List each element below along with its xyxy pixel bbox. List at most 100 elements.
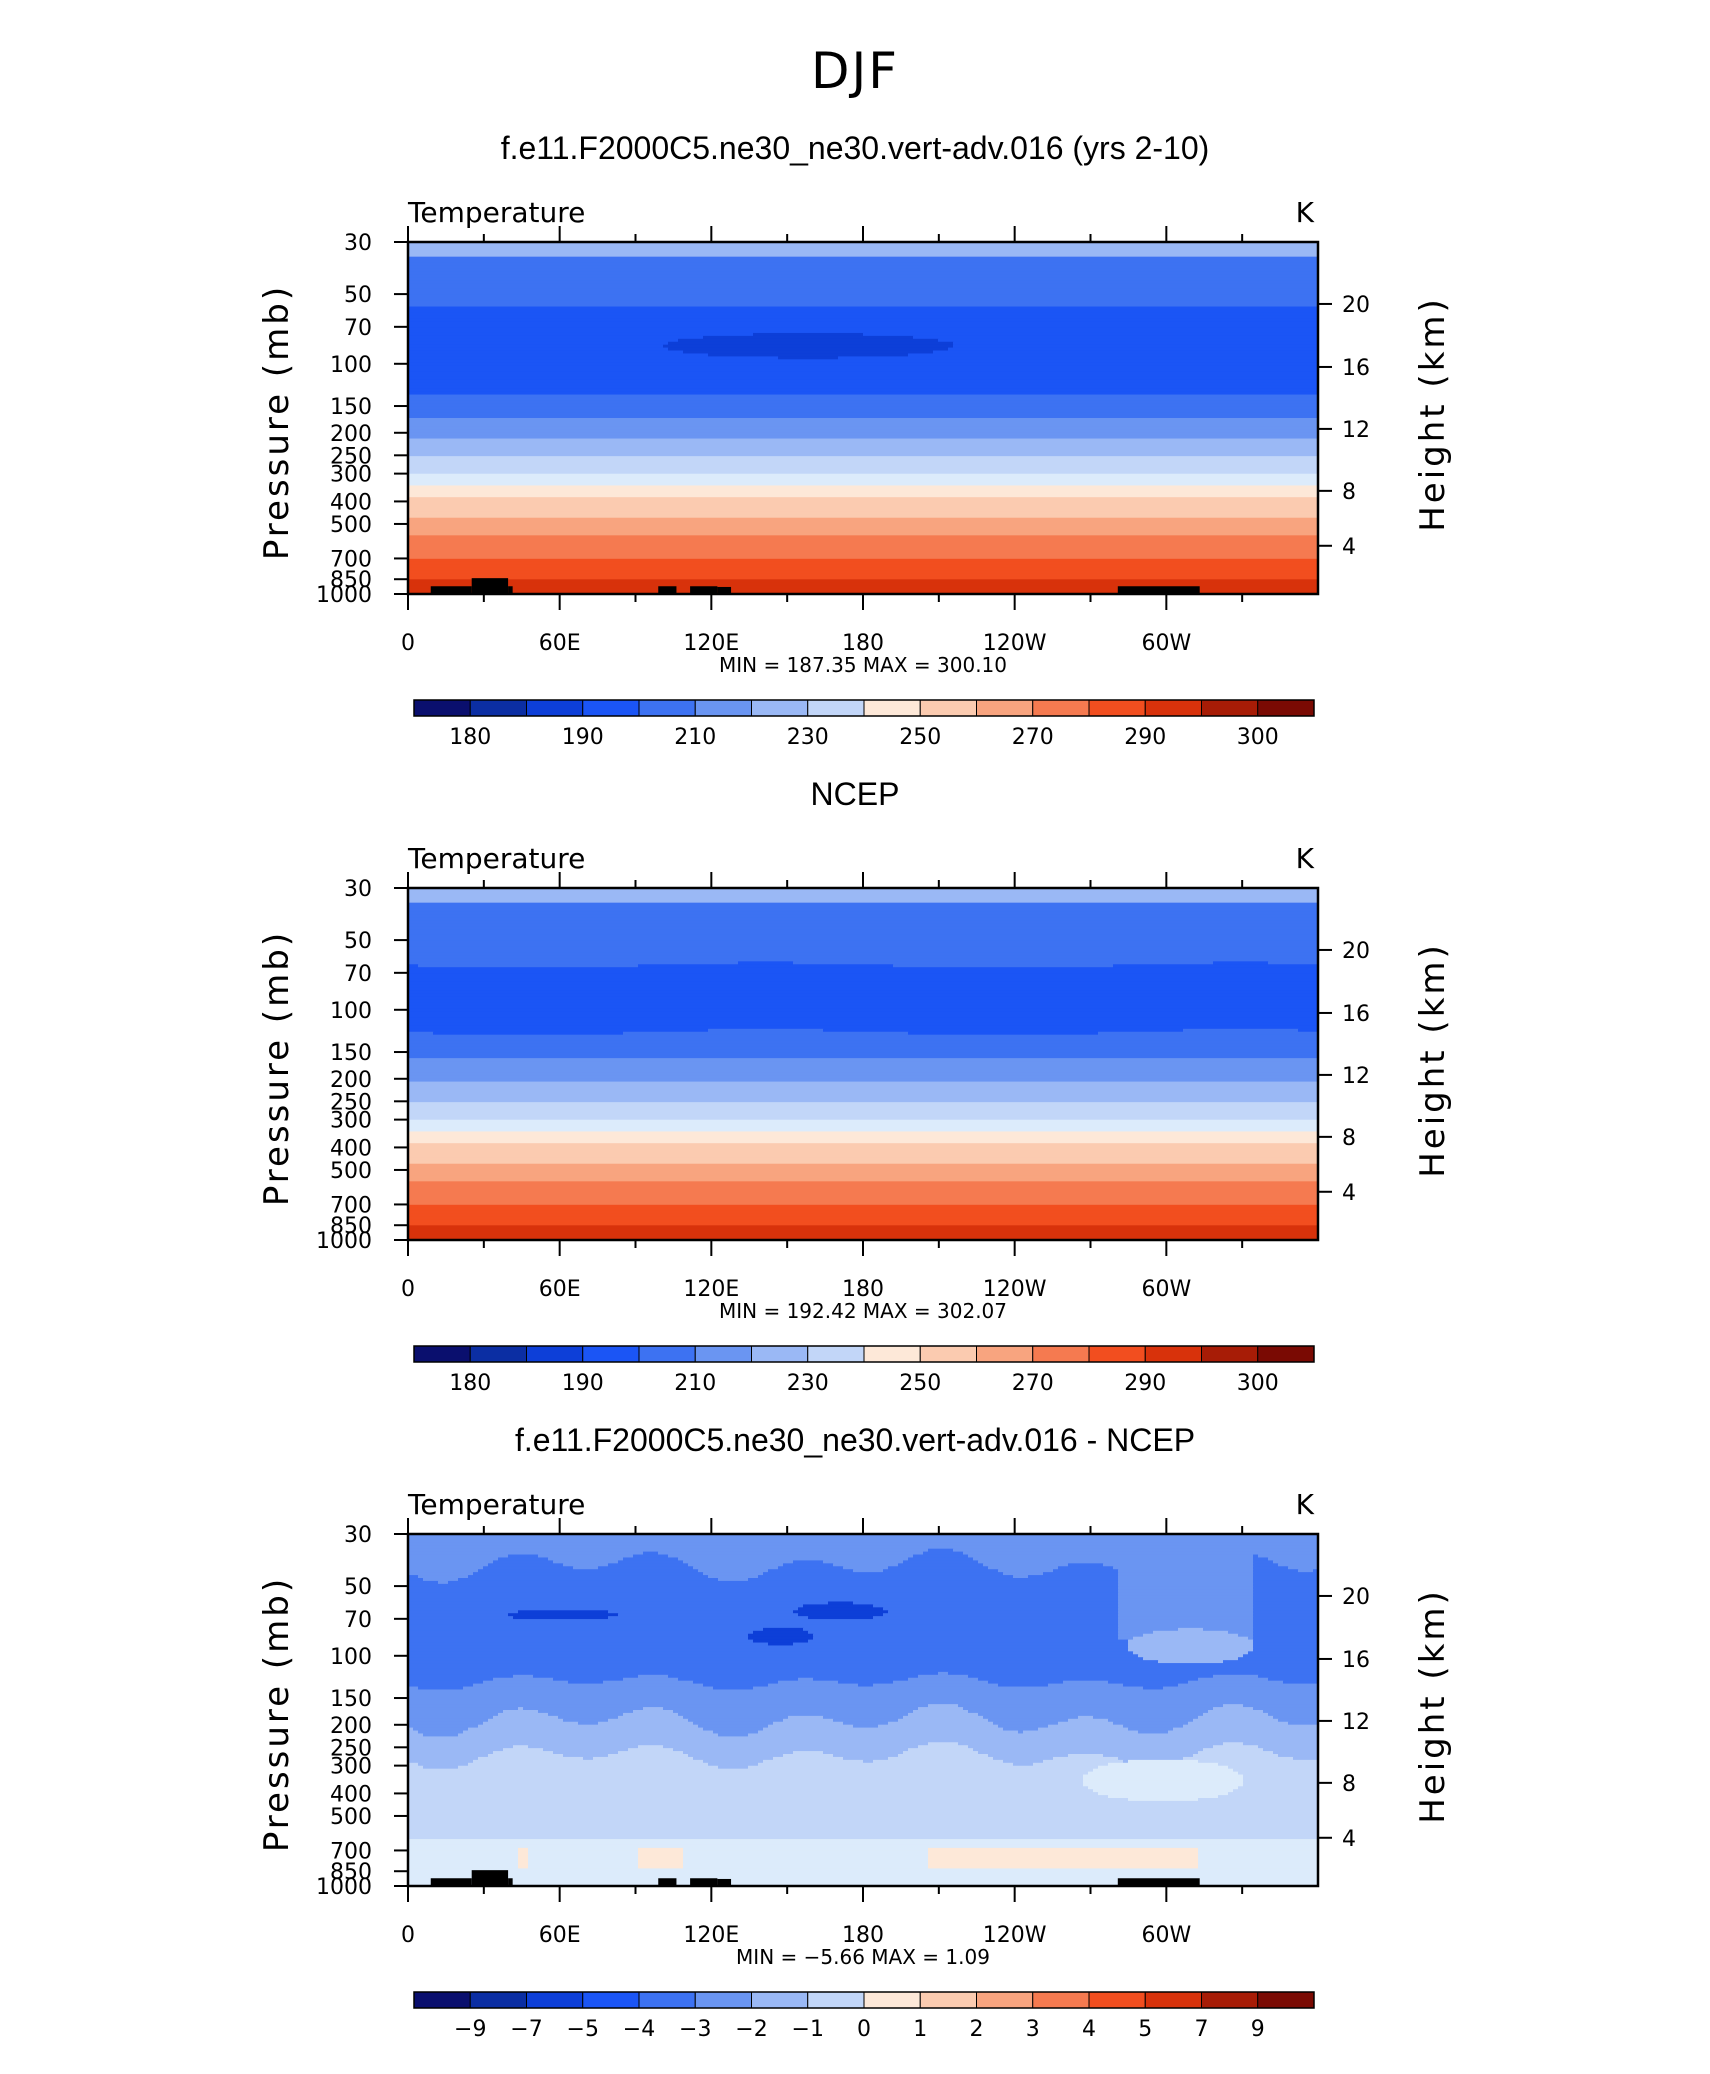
contour-band <box>408 1055 1319 1059</box>
contour-band <box>408 300 1319 305</box>
contour-band <box>968 1674 1214 1679</box>
contour-band <box>1098 1031 1319 1036</box>
units-label: K <box>1296 1488 1315 1521</box>
contour-band <box>1053 1756 1119 1761</box>
colorbar-box <box>863 1991 921 2009</box>
contour-band <box>478 1569 699 1573</box>
colorbar-box <box>863 699 921 717</box>
contour-band <box>408 356 779 360</box>
contour-band <box>408 1739 1319 1743</box>
contour-band <box>1043 1759 1124 1764</box>
contour-band <box>408 291 1319 296</box>
contour-band <box>408 1830 1319 1834</box>
contour-band <box>538 1710 634 1714</box>
colorbar-label: 270 <box>1012 1371 1054 1396</box>
contour-band <box>1278 1754 1319 1758</box>
panel-3: 0 60E 120E 180 120W 60W3050701001502002503004… <box>257 1488 1453 2042</box>
contour-field-3 <box>408 1534 1319 1887</box>
contour-band <box>1253 1639 1319 1644</box>
contour-band <box>408 952 1319 957</box>
contour-band <box>408 341 669 346</box>
contour-band <box>1188 1721 1289 1726</box>
contour-band <box>408 464 1319 469</box>
contour-band <box>763 1759 864 1764</box>
contour-band <box>408 371 1319 375</box>
y2-tick-label: 16 <box>1342 1002 1370 1027</box>
y-tick-label: 500 <box>330 1805 372 1830</box>
contour-band <box>1273 1751 1319 1755</box>
contour-band <box>958 1704 1224 1708</box>
contour-band <box>408 532 1319 536</box>
contour-band <box>408 1005 1319 1009</box>
x-tick-label: 180 <box>842 631 884 656</box>
contour-band <box>1268 1712 1319 1717</box>
contour-band <box>408 1689 1319 1693</box>
contour-band <box>1198 1677 1269 1682</box>
contour-band <box>863 332 1319 337</box>
x-tick-label: 0 <box>401 1277 415 1302</box>
contour-band <box>1128 1759 1199 1764</box>
contour-band <box>1118 1633 1144 1638</box>
contour-band <box>408 1181 1319 1185</box>
contour-band <box>408 908 1319 913</box>
contour-band <box>638 1856 684 1861</box>
contour-band <box>673 1710 914 1714</box>
contour-band <box>408 1771 1089 1776</box>
y-tick-label: 100 <box>330 999 372 1024</box>
contour-band <box>408 286 1319 290</box>
contour-band <box>408 1715 494 1720</box>
x-tick-label: 60E <box>539 631 581 656</box>
contour-band <box>873 1616 1119 1620</box>
contour-band <box>913 1554 969 1559</box>
contour-band <box>493 1677 554 1682</box>
contour-band <box>1128 1639 1254 1644</box>
contour-band <box>1253 1563 1279 1567</box>
contour-band <box>493 1560 554 1564</box>
contour-band <box>708 353 909 357</box>
y2-tick-label: 8 <box>1342 480 1356 505</box>
contour-band <box>408 274 1319 278</box>
colorbar-box <box>807 1345 865 1363</box>
x-tick-label: 120W <box>983 1277 1047 1302</box>
colorbar-label: 190 <box>562 1371 604 1396</box>
contour-band <box>1128 1645 1254 1649</box>
contour-band <box>408 1096 1319 1100</box>
colorbar-label: 4 <box>1082 2017 1096 2042</box>
contour-band <box>1118 1580 1254 1585</box>
contour-band <box>493 1715 559 1720</box>
contour-band <box>608 1563 689 1567</box>
contour-band <box>1078 1715 1094 1720</box>
contour-band <box>1193 1718 1279 1723</box>
contour-band <box>408 523 1319 528</box>
contour-band <box>408 993 1319 998</box>
contour-band <box>418 1730 464 1735</box>
contour-band <box>898 1754 989 1758</box>
topography-mask <box>1117 586 1200 594</box>
panel-3-title: f.e11.F2000C5.ne30_ne30.vert-adv.016 - N… <box>514 1422 1196 1458</box>
contour-band <box>778 1566 844 1570</box>
contour-band <box>408 1040 1319 1045</box>
contour-band <box>993 1756 1054 1761</box>
contour-band <box>408 288 1319 293</box>
contour-band <box>883 1613 1119 1617</box>
contour-band <box>408 1578 424 1582</box>
contour-band <box>623 1712 679 1717</box>
contour-band <box>408 1563 489 1567</box>
contour-band <box>473 1759 704 1764</box>
contour-band <box>408 1022 1319 1027</box>
topography-mask <box>1117 1878 1200 1886</box>
contour-band <box>528 1745 639 1749</box>
contour-band <box>423 1578 459 1582</box>
contour-band <box>1023 1730 1139 1735</box>
contour-band <box>408 1874 1319 1878</box>
contour-band <box>783 1563 834 1567</box>
contour-band <box>408 1622 1119 1626</box>
contour-band <box>958 1742 1224 1746</box>
contour-band <box>1123 1759 1129 1764</box>
contour-band <box>753 1686 1144 1691</box>
contour-band <box>908 1712 979 1717</box>
contour-band <box>1133 1636 1249 1641</box>
colorbar-box <box>638 699 696 717</box>
contour-band <box>668 341 954 346</box>
contour-band <box>518 1610 609 1614</box>
